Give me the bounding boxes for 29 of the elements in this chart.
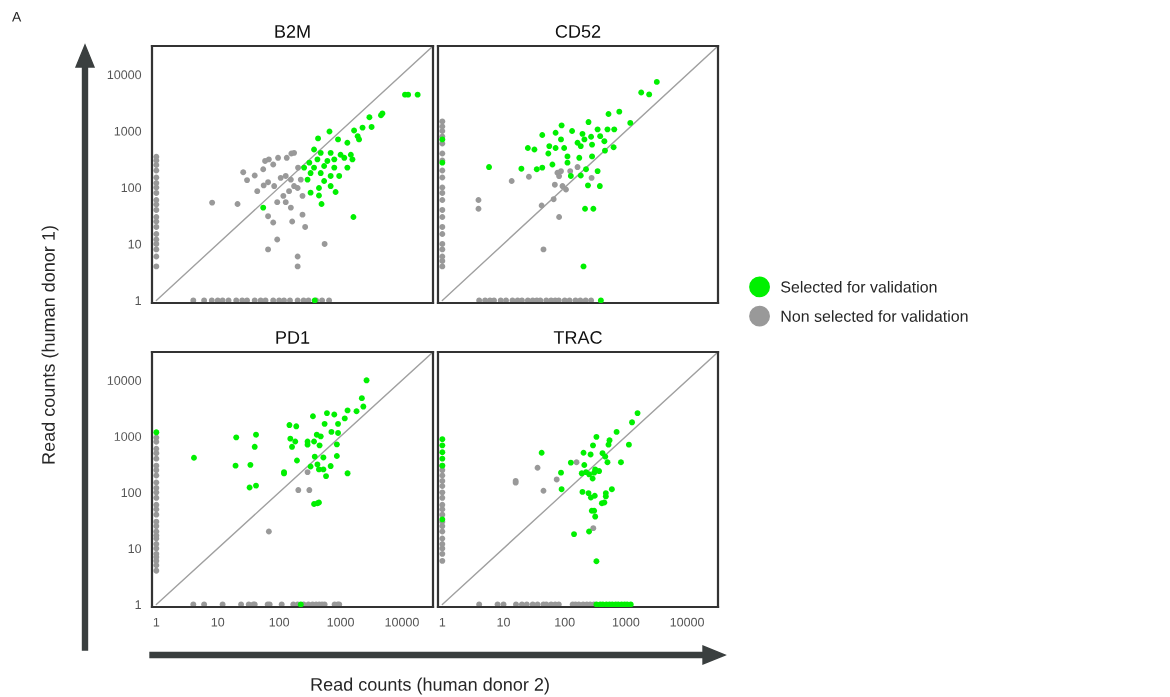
- legend-label: Selected for validation: [781, 280, 937, 293]
- y-tick-label: 10000: [107, 70, 142, 80]
- x-tick-label: 100: [555, 617, 575, 627]
- x-tick-label: 10: [211, 617, 225, 627]
- y-axis-title: Read counts (human donor 1): [41, 226, 59, 464]
- y-tick-label: 1000: [114, 432, 142, 441]
- legend-label: Non selected for validation: [781, 310, 968, 322]
- chart-title: B2M: [275, 25, 310, 38]
- y-tick-label: 10: [128, 544, 142, 554]
- x-tick-label: 100: [269, 617, 290, 627]
- y-tick-label: 100: [121, 488, 142, 498]
- x-tick-label: 1000: [612, 617, 640, 627]
- y-tick-label: 1: [135, 600, 141, 609]
- chart-title: TRAC: [553, 331, 602, 344]
- y-tick-label: 1000: [114, 126, 142, 136]
- x-tick-label: 1: [439, 617, 446, 627]
- x-tick-label: 10: [497, 617, 510, 627]
- x-tick-label: 10000: [670, 617, 704, 627]
- x-tick-label: 1000: [327, 617, 354, 627]
- chart-title: PD1: [276, 331, 310, 344]
- x-axis-title: Read counts (human donor 2): [311, 677, 549, 695]
- x-tick-label: 10000: [385, 617, 419, 627]
- chart-title: CD52: [555, 25, 601, 38]
- y-tick-label: 10: [128, 239, 142, 249]
- x-tick-label: 1: [153, 617, 160, 627]
- text: A: [12, 12, 22, 22]
- y-tick-label: 10000: [107, 376, 142, 385]
- y-tick-label: 100: [121, 183, 142, 193]
- y-tick-label: 1: [135, 296, 141, 305]
